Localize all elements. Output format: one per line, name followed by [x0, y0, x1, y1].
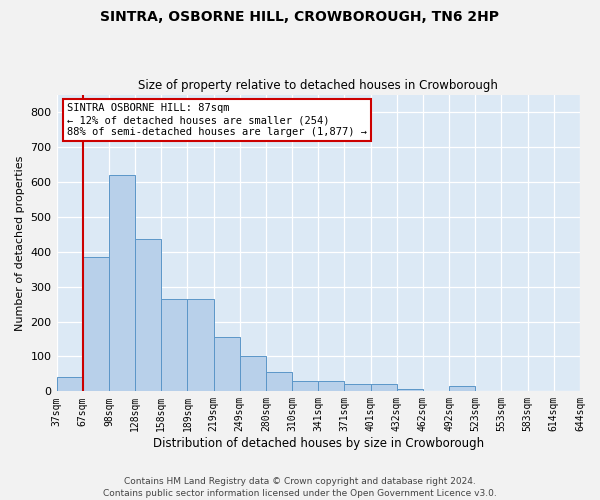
Text: SINTRA, OSBORNE HILL, CROWBOROUGH, TN6 2HP: SINTRA, OSBORNE HILL, CROWBOROUGH, TN6 2… — [101, 10, 499, 24]
Title: Size of property relative to detached houses in Crowborough: Size of property relative to detached ho… — [139, 79, 498, 92]
Bar — [292, 381, 318, 392]
Bar — [449, 386, 475, 392]
Bar — [318, 381, 344, 392]
Bar — [187, 299, 214, 392]
Bar — [161, 299, 187, 392]
Text: SINTRA OSBORNE HILL: 87sqm
← 12% of detached houses are smaller (254)
88% of sem: SINTRA OSBORNE HILL: 87sqm ← 12% of deta… — [67, 104, 367, 136]
Bar — [240, 356, 266, 392]
Bar — [214, 337, 240, 392]
Y-axis label: Number of detached properties: Number of detached properties — [15, 156, 25, 330]
Text: Contains HM Land Registry data © Crown copyright and database right 2024.
Contai: Contains HM Land Registry data © Crown c… — [103, 476, 497, 498]
Bar — [109, 175, 135, 392]
Bar — [344, 384, 371, 392]
Bar — [371, 384, 397, 392]
Bar — [135, 240, 161, 392]
X-axis label: Distribution of detached houses by size in Crowborough: Distribution of detached houses by size … — [153, 437, 484, 450]
Bar — [397, 388, 423, 392]
Bar — [83, 257, 109, 392]
Bar — [266, 372, 292, 392]
Bar — [56, 378, 83, 392]
